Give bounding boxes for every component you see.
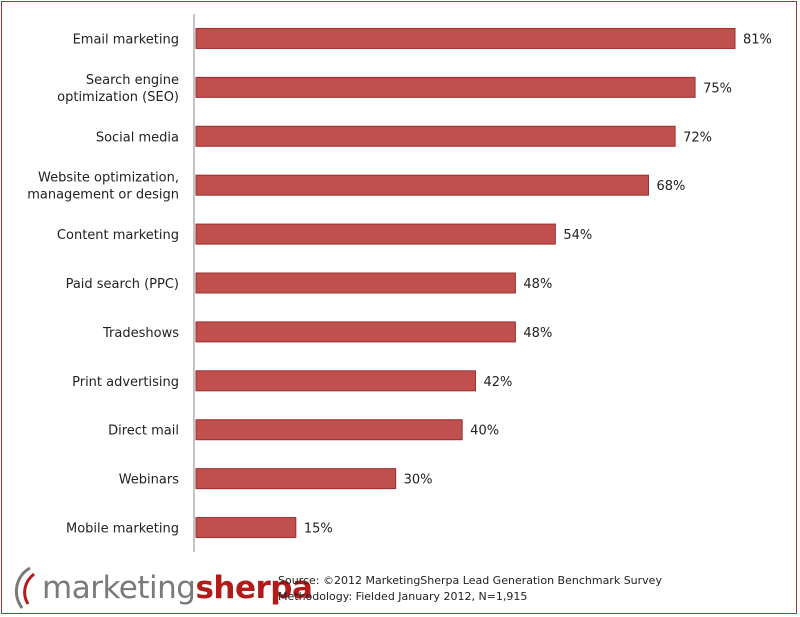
category-label: Tradeshows	[102, 326, 179, 341]
data-label: 42%	[483, 375, 512, 390]
bars-layer: 81% Email marketing 75% Search engine optimi…	[27, 27, 772, 539]
methodology-line: Methodology: Fielded January 2012, N=1,9…	[278, 590, 528, 603]
data-label: 15%	[304, 522, 333, 537]
bar-chart: 81% Email marketing 75% Search engine optimi…	[27, 14, 772, 552]
marketingsherpa-logo: marketingsherpa	[8, 564, 313, 612]
bar	[195, 272, 516, 294]
category-label: Email marketing	[73, 32, 179, 47]
category-label-line: Website optimization,	[38, 171, 179, 186]
bar	[195, 419, 463, 441]
bar	[195, 223, 556, 245]
category-label-line: Search engine	[86, 73, 179, 88]
category-label: Content marketing	[57, 228, 179, 243]
bar	[195, 468, 397, 490]
bar	[195, 174, 649, 196]
data-label: 40%	[470, 424, 499, 439]
logo-word-sherpa: sherpa	[195, 570, 313, 606]
category-label-line: Webinars	[119, 473, 180, 488]
category-label: Website optimization, management or desig…	[27, 171, 179, 203]
logo-wordmark: marketingsherpa	[42, 570, 313, 606]
category-label-line: Social media	[96, 130, 179, 145]
bar	[195, 321, 516, 343]
data-label: 48%	[523, 326, 552, 341]
category-label: Paid search (PPC)	[66, 277, 179, 292]
footer: marketingsherpa Source: ©2012 MarketingS…	[0, 560, 800, 616]
category-label: Print advertising	[72, 375, 179, 390]
bar	[195, 370, 476, 392]
data-label: 81%	[743, 32, 772, 47]
category-label-line: Content marketing	[57, 228, 179, 243]
category-label: Direct mail	[108, 424, 179, 439]
category-label: Social media	[96, 130, 179, 145]
data-label: 48%	[523, 277, 552, 292]
category-label-line: Email marketing	[73, 32, 179, 47]
category-label-line: Tradeshows	[102, 326, 179, 341]
logo-swoosh-icon	[14, 566, 35, 609]
source-line: Source: ©2012 MarketingSherpa Lead Gener…	[278, 574, 662, 587]
data-label: 75%	[703, 81, 732, 96]
category-label: Webinars	[119, 473, 180, 488]
logo-word-marketing: marketing	[42, 570, 196, 606]
category-label-line: Print advertising	[72, 375, 179, 390]
category-label: Search engine optimization (SEO)	[57, 73, 179, 105]
source-note: Source: ©2012 MarketingSherpa Lead Gener…	[278, 573, 662, 605]
category-label: Mobile marketing	[66, 522, 179, 537]
bar	[195, 76, 696, 98]
category-label-line: management or design	[27, 188, 179, 203]
data-label: 72%	[683, 130, 712, 145]
data-label: 68%	[656, 179, 685, 194]
category-label-line: optimization (SEO)	[57, 90, 179, 105]
data-label: 30%	[404, 473, 433, 488]
bar	[195, 27, 736, 49]
bar	[195, 125, 676, 147]
category-label-line: Mobile marketing	[66, 522, 179, 537]
bar	[195, 517, 297, 539]
category-label-line: Direct mail	[108, 424, 179, 439]
data-label: 54%	[563, 228, 592, 243]
category-label-line: Paid search (PPC)	[66, 277, 179, 292]
